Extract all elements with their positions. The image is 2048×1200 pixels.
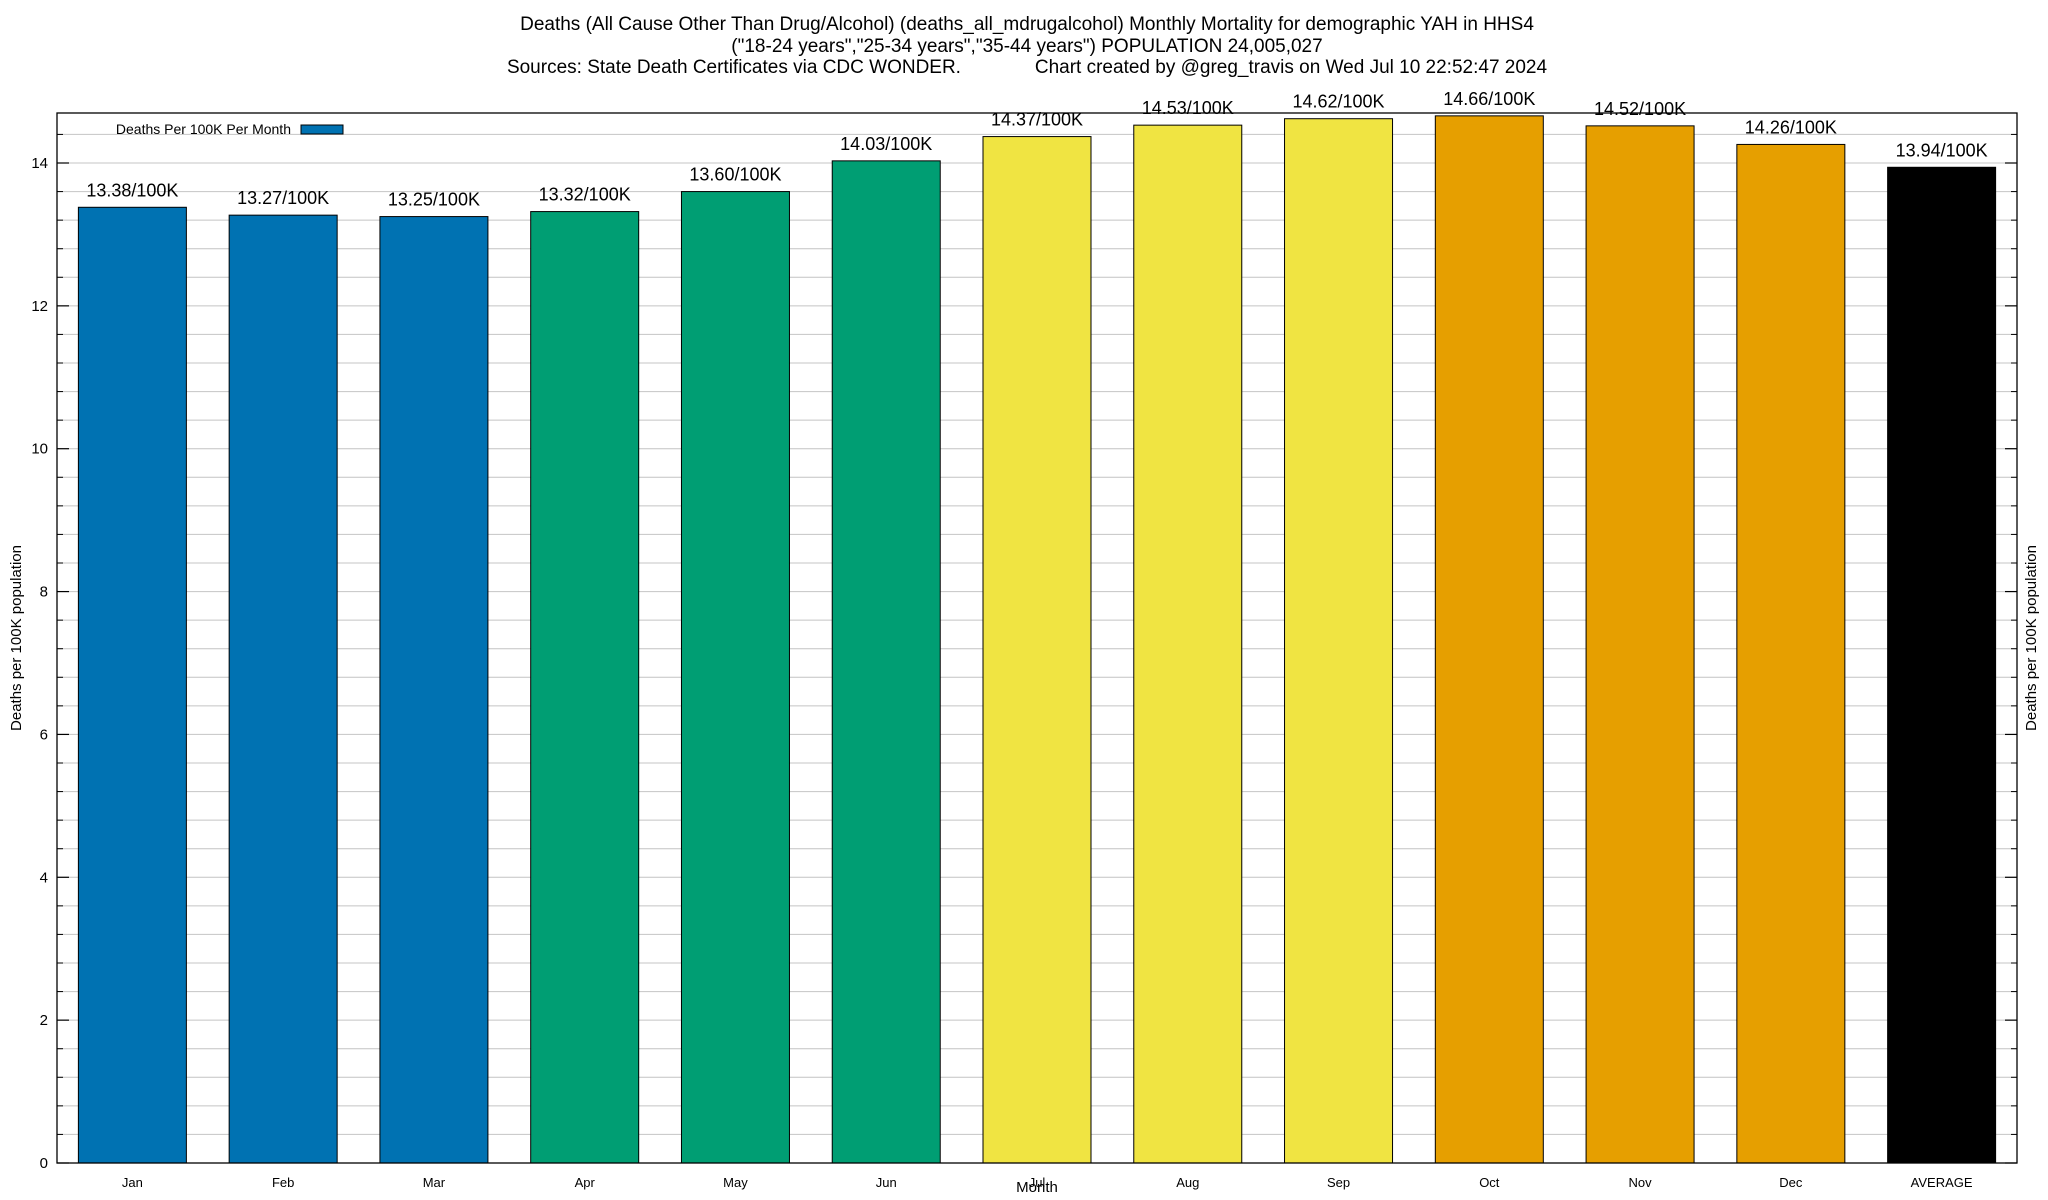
data-label-average: 13.94/100K <box>1896 140 1988 160</box>
y-tick-label: 8 <box>40 584 48 601</box>
bars <box>77 115 1997 1164</box>
chart-title: Deaths (All Cause Other Than Drug/Alcoho… <box>507 14 1548 78</box>
data-label-may: 13.60/100K <box>689 165 781 185</box>
bar-aug <box>1133 124 1243 1164</box>
x-category-label: Aug <box>1176 1175 1199 1190</box>
x-category-label: Nov <box>1629 1175 1653 1190</box>
y-tick-label: 10 <box>31 441 48 458</box>
plot-frame <box>56 112 2018 1164</box>
x-category-label: Sep <box>1327 1175 1350 1190</box>
data-label-aug: 14.53/100K <box>1142 98 1234 118</box>
x-category-label: Oct <box>1479 1175 1500 1190</box>
x-category-label: Jul <box>1029 1175 1046 1190</box>
bar-mar <box>379 216 489 1164</box>
x-category-label: AVERAGE <box>1911 1175 1973 1190</box>
data-label-feb: 13.27/100K <box>237 188 329 208</box>
bar-apr <box>530 211 640 1164</box>
bar-dec <box>1736 143 1846 1164</box>
data-label-jun: 14.03/100K <box>840 134 932 154</box>
data-label-nov: 14.52/100K <box>1594 99 1686 119</box>
y-tick-label: 2 <box>40 1012 48 1029</box>
x-category-label: Jan <box>122 1175 143 1190</box>
y-tick-label: 14 <box>31 155 48 172</box>
bar-nov <box>1585 125 1695 1164</box>
data-label-sep: 14.62/100K <box>1292 92 1384 112</box>
data-label-dec: 14.26/100K <box>1745 117 1837 137</box>
data-label-jan: 13.38/100K <box>86 180 178 200</box>
bar-sep <box>1284 118 1394 1164</box>
bar-jun <box>831 160 941 1164</box>
data-label-oct: 14.66/100K <box>1443 89 1535 109</box>
x-category-label: May <box>723 1175 748 1190</box>
y-tick-label: 6 <box>40 726 48 743</box>
data-label-mar: 13.25/100K <box>388 190 480 210</box>
bar-oct <box>1434 115 1544 1164</box>
legend: Deaths Per 100K Per Month <box>116 121 344 137</box>
data-label-apr: 13.32/100K <box>539 185 631 205</box>
x-category-label: Dec <box>1779 1175 1803 1190</box>
x-axis-title: Month <box>1016 1179 1058 1196</box>
data-labels: 13.38/100K 13.27/100K 13.25/100K 13.32/100K… <box>86 89 1987 210</box>
x-axis-categories: Jan Feb Mar Apr May Jun Jul Aug Sep Oct Nov Dec AVER… <box>122 1175 1973 1190</box>
chart-title-line-1: Deaths (All Cause Other Than Drug/Alcoho… <box>520 14 1534 35</box>
y-tick-label: 12 <box>31 298 48 315</box>
x-category-label: Apr <box>575 1175 596 1190</box>
legend-label: Deaths Per 100K Per Month <box>116 121 291 137</box>
x-category-label: Feb <box>272 1175 294 1190</box>
y-axis-ticks: 0 2 4 6 8 10 12 14 <box>31 133 2017 1172</box>
y-tick-label: 4 <box>40 869 48 886</box>
chart-title-line-3: Sources: State Death Certificates via CD… <box>507 57 1548 78</box>
bar-jan <box>77 206 187 1164</box>
legend-swatch <box>300 124 344 135</box>
y-axis-title-right: Deaths per 100K population <box>2023 545 2040 731</box>
x-category-label: Jun <box>876 1175 897 1190</box>
y-axis-title-left: Deaths per 100K population <box>8 545 25 731</box>
bar-average <box>1887 166 1997 1164</box>
data-label-jul: 14.37/100K <box>991 110 1083 130</box>
chart-title-line-2: ("18-24 years","25-34 years","35-44 year… <box>731 36 1322 57</box>
bar-jul <box>982 136 1092 1164</box>
bar-may <box>680 191 790 1164</box>
x-category-label: Mar <box>423 1175 446 1190</box>
y-tick-label: 0 <box>40 1155 48 1172</box>
bar-feb <box>228 214 338 1164</box>
